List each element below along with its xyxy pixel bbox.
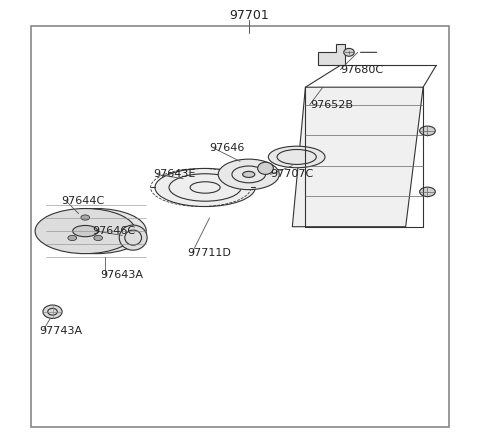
Ellipse shape xyxy=(84,225,108,237)
Text: 97643E: 97643E xyxy=(153,170,195,179)
Ellipse shape xyxy=(268,146,325,168)
Text: 97743A: 97743A xyxy=(39,327,83,336)
Ellipse shape xyxy=(35,208,135,254)
Text: 97646: 97646 xyxy=(209,143,245,153)
Text: 97707C: 97707C xyxy=(271,170,314,179)
Ellipse shape xyxy=(43,305,62,318)
Ellipse shape xyxy=(119,225,147,250)
Ellipse shape xyxy=(242,171,255,177)
Polygon shape xyxy=(292,87,423,227)
Text: 97644C: 97644C xyxy=(61,196,105,205)
Ellipse shape xyxy=(94,235,103,241)
Ellipse shape xyxy=(420,126,435,136)
Polygon shape xyxy=(319,44,345,65)
Ellipse shape xyxy=(218,159,279,190)
Ellipse shape xyxy=(420,187,435,197)
Ellipse shape xyxy=(344,48,354,56)
Ellipse shape xyxy=(155,168,255,207)
Ellipse shape xyxy=(68,235,77,241)
Text: 97701: 97701 xyxy=(229,9,269,22)
Text: 97646C: 97646C xyxy=(92,226,135,236)
Text: 97680C: 97680C xyxy=(340,65,384,75)
Ellipse shape xyxy=(46,208,146,254)
Ellipse shape xyxy=(81,215,90,220)
Text: 97652B: 97652B xyxy=(310,100,353,109)
Text: 97643A: 97643A xyxy=(100,270,144,279)
Ellipse shape xyxy=(258,162,273,174)
Text: 97711D: 97711D xyxy=(188,248,231,258)
Ellipse shape xyxy=(72,225,98,237)
